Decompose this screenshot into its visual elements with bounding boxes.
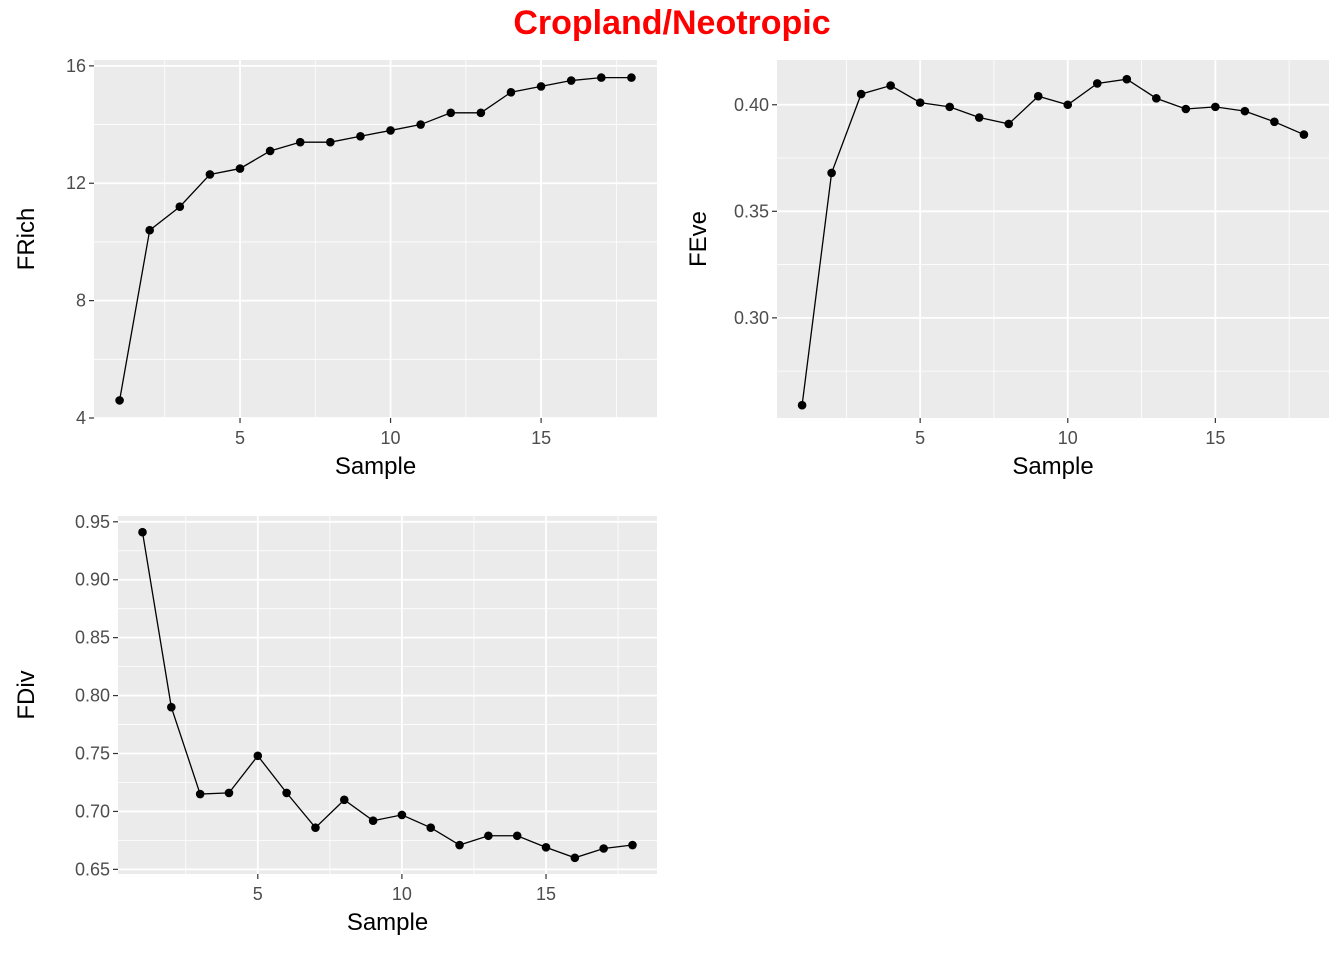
chart-0-point-15	[566, 76, 576, 85]
chart-1-point-13	[1181, 104, 1191, 114]
chart-2-point-14	[541, 843, 551, 852]
chart-0-point-17	[627, 73, 636, 82]
chart-0-point-10	[416, 120, 425, 129]
chart-2-y-tick-label-5: 0.90	[75, 570, 110, 590]
chart-1-y-tick-label-0: 0.30	[734, 308, 769, 328]
chart-2-point-1	[167, 702, 176, 712]
chart-2-y-tick-label-4: 0.85	[75, 628, 110, 648]
chart-1-point-7	[1004, 119, 1014, 129]
feve-panel: 0.30 0.35 0.40 5 10 15 Sample FEve	[685, 60, 1329, 480]
chart-1-point-10	[1092, 79, 1102, 88]
chart-1-series-line	[801, 78, 1305, 406]
page-title: Cropland/Neotropic	[513, 4, 831, 42]
chart-2-y-tick-label-1: 0.70	[75, 801, 110, 821]
chart-0-x-tick-label-0: 5	[235, 428, 245, 448]
chart-2-point-0	[138, 527, 147, 537]
chart-1-point-15	[1240, 106, 1250, 116]
chart-0-y-tick-label-2: 12	[66, 173, 86, 193]
chart-1-point-4	[915, 98, 925, 107]
chart-1-point-16	[1270, 117, 1279, 127]
chart-1-x-axis-title: Sample	[1012, 453, 1093, 480]
chart-1-point-1	[827, 168, 836, 178]
chart-1-point-6	[974, 113, 984, 122]
chart-0-point-2	[175, 202, 185, 212]
chart-0-x-tick-label-2: 15	[531, 428, 551, 448]
chart-0-plot-background	[94, 60, 657, 418]
chart-0-x-axis-title: Sample	[335, 453, 416, 480]
chart-1-y-axis-title: FEve	[685, 211, 712, 267]
chart-2-series-line	[141, 532, 633, 859]
chart-2-point-4	[253, 751, 263, 761]
chart-0-point-14	[536, 82, 546, 91]
chart-1-x-tick-label-0: 5	[915, 428, 925, 448]
chart-2-point-16	[599, 844, 608, 853]
chart-0-point-9	[386, 126, 395, 135]
chart-1-y-tick-label-2: 0.40	[734, 95, 769, 115]
chart-2-point-15	[570, 853, 580, 863]
chart-2-point-8	[368, 816, 378, 826]
chart-0-point-1	[145, 225, 154, 235]
chart-1-x-tick-label-1: 10	[1058, 428, 1078, 448]
chart-2-point-2	[195, 789, 205, 799]
chart-1-point-9	[1063, 100, 1073, 110]
chart-2-y-tick-label-6: 0.95	[75, 512, 110, 532]
chart-0-point-7	[326, 137, 335, 147]
chart-1-point-8	[1033, 91, 1043, 101]
chart-0-point-0	[115, 396, 124, 405]
chart-2-y-tick-label-2: 0.75	[75, 744, 110, 764]
chart-2-y-axis-title: FDiv	[13, 670, 40, 719]
chart-2-point-7	[339, 795, 349, 805]
chart-1-point-0	[797, 400, 807, 410]
chart-2-x-tick-label-2: 15	[536, 884, 556, 904]
chart-1-point-14	[1211, 102, 1220, 112]
chart-2-point-6	[311, 823, 320, 832]
chart-1-point-11	[1122, 74, 1132, 84]
chart-0-point-12	[476, 108, 486, 118]
chart-0-point-3	[205, 170, 215, 179]
chart-2-y-tick-label-3: 0.80	[75, 686, 110, 706]
chart-2-point-11	[455, 840, 464, 850]
chart-1-point-2	[856, 89, 866, 99]
chart-2-x-tick-label-0: 5	[253, 884, 263, 904]
chart-0-point-4	[235, 164, 245, 173]
chart-2-x-axis-title: Sample	[347, 909, 428, 936]
chart-1-plot-background	[777, 60, 1329, 418]
chart-0-point-8	[356, 131, 365, 141]
chart-0-series-line	[118, 76, 632, 401]
chart-1-point-3	[886, 81, 895, 90]
fdiv-panel: 0.65 0.70 0.75 0.80 0.85 0.90 0.95 5 10 15 Sample F…	[13, 512, 657, 936]
chart-1-y-tick-label-1: 0.35	[734, 201, 769, 221]
chart-2-point-5	[282, 788, 291, 798]
chart-0-point-6	[295, 137, 305, 147]
chart-1-point-12	[1152, 94, 1161, 103]
chart-2-point-3	[224, 788, 234, 798]
chart-2-x-tick-label-1: 10	[392, 884, 412, 904]
chart-2-point-12	[484, 831, 493, 841]
chart-0-y-tick-label-1: 8	[76, 291, 86, 311]
chart-2-point-17	[628, 840, 637, 850]
chart-0-x-tick-label-1: 10	[381, 428, 401, 448]
chart-2-y-tick-label-0: 0.65	[75, 859, 110, 879]
chart-1-point-5	[945, 102, 954, 112]
chart-0-y-tick-label-0: 4	[76, 408, 86, 428]
chart-0-y-axis-title: FRich	[13, 208, 40, 271]
chart-2-point-9	[397, 810, 407, 820]
chart-2-point-13	[512, 831, 522, 841]
chart-0-point-16	[597, 73, 606, 82]
chart-1-x-tick-label-2: 15	[1205, 428, 1225, 448]
chart-0-point-13	[506, 87, 516, 97]
chart-0-point-11	[446, 108, 456, 118]
chart-0-point-5	[265, 146, 275, 156]
frich-panel: 4 8 12 16 5 10 15 Sample FRich	[13, 56, 657, 480]
chart-1-point-17	[1299, 130, 1309, 139]
chart-0-y-tick-label-3: 16	[66, 56, 86, 76]
chart-2-point-10	[426, 823, 436, 832]
